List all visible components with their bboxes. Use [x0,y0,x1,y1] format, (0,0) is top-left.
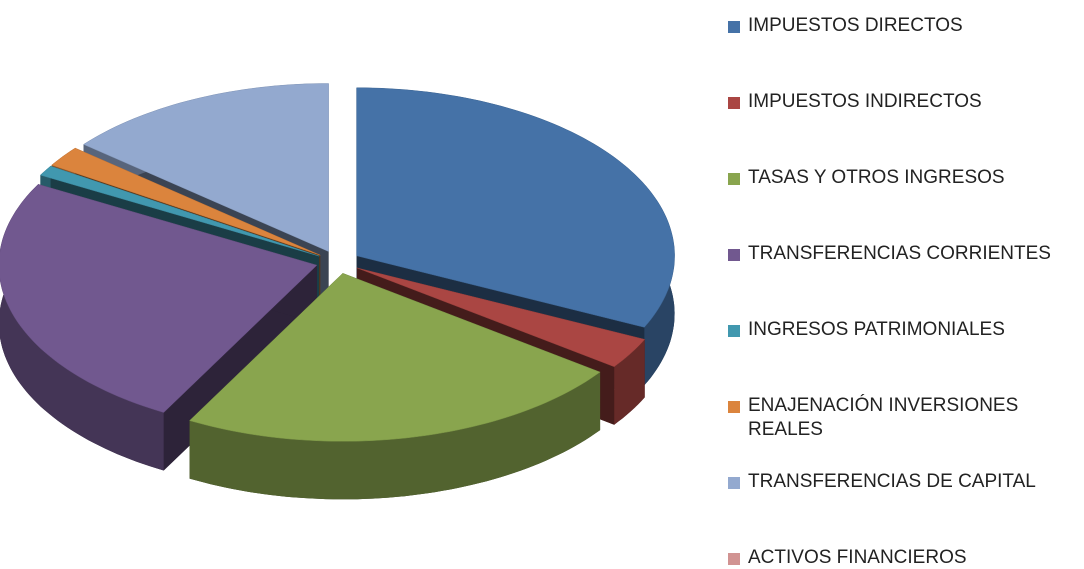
legend-swatch [728,21,740,33]
legend-swatch [728,401,740,413]
legend-item: ACTIVOS FINANCIEROS [728,546,1078,569]
slice [39,165,320,257]
legend-label: TRANSFERENCIAS DE CAPITAL [748,471,1036,492]
legend-swatch [728,325,740,337]
legend-item: IMPUESTOS INDIRECTOS [728,90,1078,114]
legend-item: TASAS Y OTROS INGRESOS [728,166,1078,190]
slice [83,83,329,252]
legend-item: ENAJENACIÓN INVERSIONES REALES [728,394,1078,442]
slice [356,87,675,328]
slice [356,267,646,367]
slice-edge [189,372,601,500]
legend-swatch [728,249,740,261]
legend-label: INGRESOS PATRIMONIALES [748,319,1005,340]
legend-label: TRANSFERENCIAS CORRIENTES [748,243,1051,264]
slice-edge [0,184,164,471]
legend-label: IMPUESTOS INDIRECTOS [748,91,982,112]
slice [51,147,321,256]
legend-label: ACTIVOS FINANCIEROS [748,547,967,568]
legend-swatch [728,553,740,565]
legend-item: TRANSFERENCIAS CORRIENTES [728,242,1078,266]
legend-label: ENAJENACIÓN INVERSIONES REALES [748,395,1019,440]
legend-item: TRANSFERENCIAS DE CAPITAL [728,470,1078,494]
legend-label: IMPUESTOS DIRECTOS [748,15,963,36]
slice [0,184,318,413]
legend-swatch [728,477,740,489]
legend-swatch [728,97,740,109]
legend-item: INGRESOS PATRIMONIALES [728,318,1078,342]
legend-label: TASAS Y OTROS INGRESOS [748,167,1005,188]
slice-edge [614,339,645,425]
pie-area [0,83,675,500]
slice [189,273,601,442]
legend-item: IMPUESTOS DIRECTOS [728,14,1078,38]
legend-swatch [728,173,740,185]
